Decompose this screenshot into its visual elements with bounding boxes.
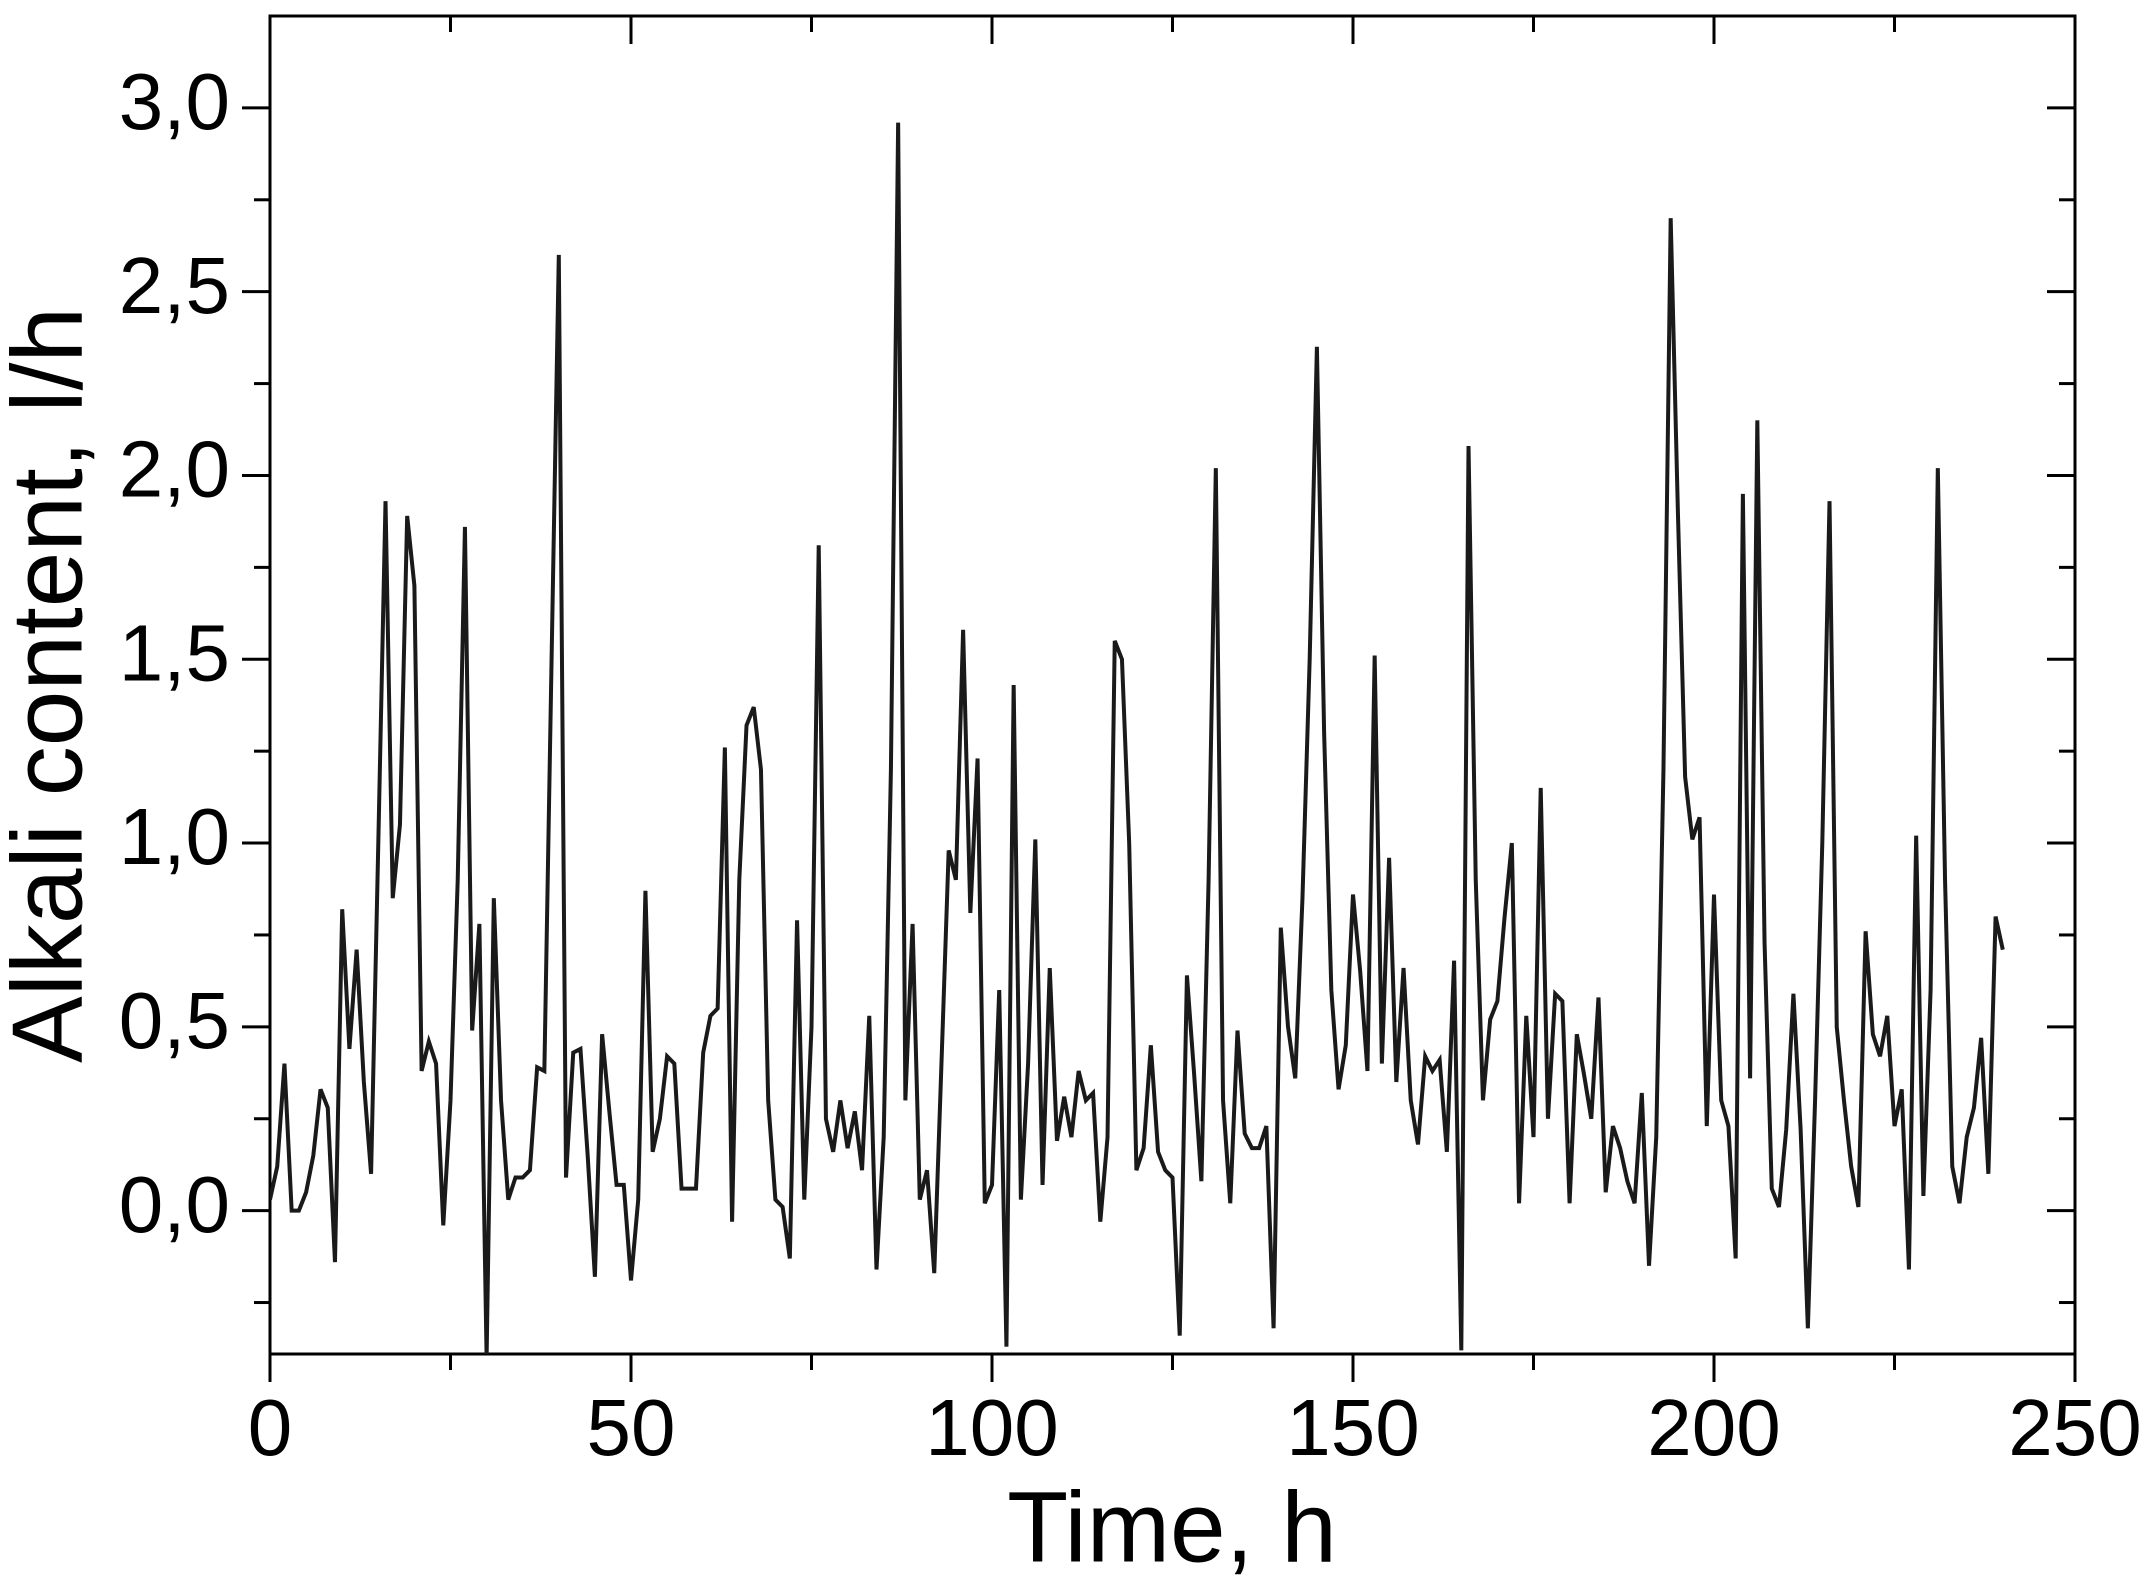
y-tick-label: 2,0 — [119, 425, 230, 514]
y-tick-label: 0,0 — [119, 1160, 230, 1249]
x-tick-label: 200 — [1647, 1383, 1780, 1472]
y-tick-label: 1,0 — [119, 792, 230, 881]
y-tick-label: 2,5 — [119, 241, 230, 330]
x-tick-label: 250 — [2008, 1383, 2141, 1472]
plot-frame — [268, 14, 2077, 1356]
y-tick-label: 3,0 — [119, 57, 230, 146]
y-tick-label: 0,5 — [119, 976, 230, 1065]
y-tick-label: 1,5 — [119, 608, 230, 697]
x-tick-label: 100 — [925, 1383, 1058, 1472]
x-tick-label: 50 — [587, 1383, 676, 1472]
x-tick-label: 150 — [1286, 1383, 1419, 1472]
x-tick-label: 0 — [248, 1383, 293, 1472]
data-line — [270, 122, 2005, 1354]
x-axis-title: Time, h — [1007, 1471, 1337, 1583]
y-axis-title: Alkali content, l/h — [0, 307, 103, 1063]
